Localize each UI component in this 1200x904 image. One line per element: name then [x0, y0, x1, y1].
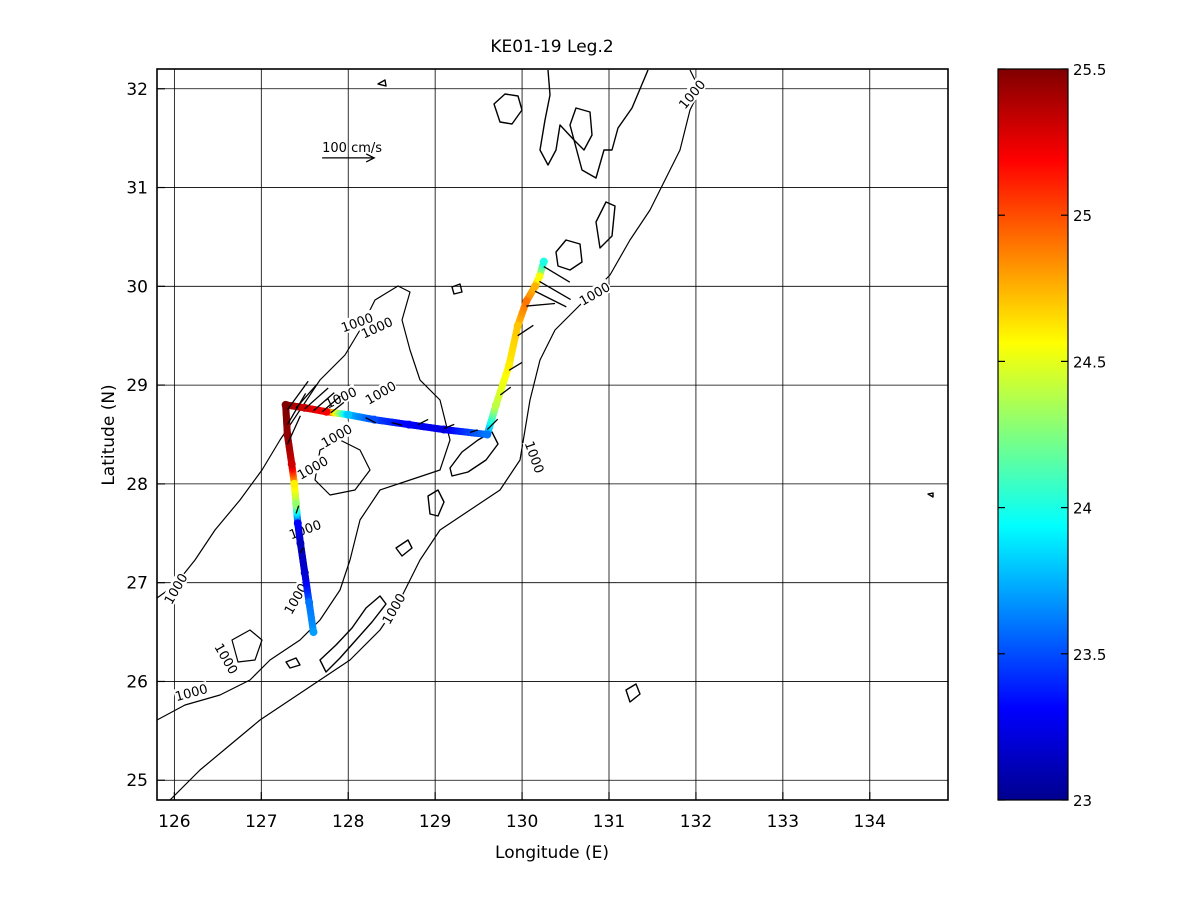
x-tick-label: 129 — [419, 812, 451, 832]
x-tick-label: 131 — [593, 812, 625, 832]
track-point — [290, 480, 298, 488]
colorbar: 23 23.5 24 24.5 25 25.5 — [998, 61, 1106, 810]
track-point — [301, 569, 309, 577]
y-tick-label: 25 — [126, 771, 148, 791]
contour-label: 1000 — [319, 422, 355, 452]
y-axis-label: Latitude (N) — [99, 384, 119, 485]
islet-1 — [286, 658, 300, 668]
x-axis-label: Longitude (E) — [495, 843, 609, 863]
chart-title: KE01-19 Leg.2 — [490, 37, 613, 57]
track-point — [323, 408, 331, 416]
colorbar-tick-label: 23 — [1073, 792, 1092, 810]
x-tick-label: 126 — [158, 812, 190, 832]
colorbar-tick-label: 23.5 — [1073, 646, 1106, 664]
track-point — [294, 519, 302, 527]
islet-2 — [626, 684, 640, 702]
track-point — [344, 411, 352, 419]
y-axis: 25 26 27 28 29 30 31 32 — [126, 80, 165, 791]
track-point — [492, 401, 500, 409]
track-point — [531, 282, 539, 290]
grid — [157, 69, 948, 800]
track-point — [309, 628, 317, 636]
contour-label: 1000 — [162, 571, 192, 607]
y-tick-label: 32 — [126, 80, 148, 100]
scale-arrow: 100 cm/s — [322, 141, 382, 162]
x-axis: 126 127 128 129 130 131 132 133 134 — [158, 792, 886, 832]
contour-label: 1000 — [577, 280, 613, 310]
contour-label: 1000 — [211, 641, 241, 677]
axes-frame — [157, 69, 948, 800]
koshiki-coast — [494, 94, 522, 124]
track-point — [296, 539, 304, 547]
track — [282, 258, 548, 636]
amami-oshima-coast — [450, 432, 498, 476]
tanegashima-coast — [596, 202, 615, 248]
satsuma-bay — [570, 108, 592, 150]
islet-4 — [378, 80, 386, 86]
islet-3 — [452, 284, 462, 294]
okinoerabu-coast — [396, 540, 412, 556]
colorbar-tick-label: 24 — [1073, 500, 1092, 518]
tokunoshima-coast — [428, 490, 444, 516]
track-point — [514, 322, 522, 330]
x-tick-label: 128 — [332, 812, 364, 832]
yakushima-coast — [556, 240, 582, 270]
contour-label: 1000 — [521, 439, 546, 475]
x-tick-label: 127 — [245, 812, 277, 832]
scale-arrow-label: 100 cm/s — [322, 141, 382, 156]
islet-5 — [928, 493, 933, 497]
y-tick-label: 31 — [126, 179, 148, 199]
velocity-vector — [526, 303, 555, 306]
contour-label: 1000 — [174, 682, 210, 705]
x-tick-label: 132 — [680, 812, 712, 832]
velocity-vector — [539, 281, 570, 299]
contour-shelf-west — [157, 286, 450, 720]
y-tick-label: 29 — [126, 376, 148, 396]
track-point — [288, 460, 296, 468]
track-point — [540, 258, 548, 266]
track-point — [522, 297, 530, 305]
contour-label: 1000 — [287, 518, 323, 543]
track-point — [301, 404, 309, 412]
contour-label: 1000 — [323, 385, 359, 413]
track-point — [305, 598, 313, 606]
contour-inner-2 — [232, 630, 262, 662]
y-tick-label: 27 — [126, 574, 148, 594]
y-tick-label: 30 — [126, 277, 148, 297]
y-tick-label: 28 — [126, 475, 148, 495]
track-point — [405, 421, 413, 429]
contour-label: 1000 — [363, 379, 399, 409]
contour-label: 1000 — [380, 591, 410, 627]
kyushu-coast — [540, 70, 648, 178]
x-tick-label: 134 — [854, 812, 886, 832]
colorbar-gradient — [998, 69, 1068, 800]
colorbar-tick-label: 24.5 — [1073, 353, 1106, 371]
track-point — [535, 272, 543, 280]
colorbar-tick-label: 25.5 — [1073, 61, 1106, 79]
y-tick-label: 26 — [126, 672, 148, 692]
contour-label: 1000 — [295, 454, 331, 484]
isobath-1000m — [157, 70, 700, 800]
colorbar-tick-label: 25 — [1073, 207, 1092, 225]
x-tick-label: 130 — [506, 812, 538, 832]
x-tick-label: 133 — [767, 812, 799, 832]
track-point — [483, 431, 491, 439]
